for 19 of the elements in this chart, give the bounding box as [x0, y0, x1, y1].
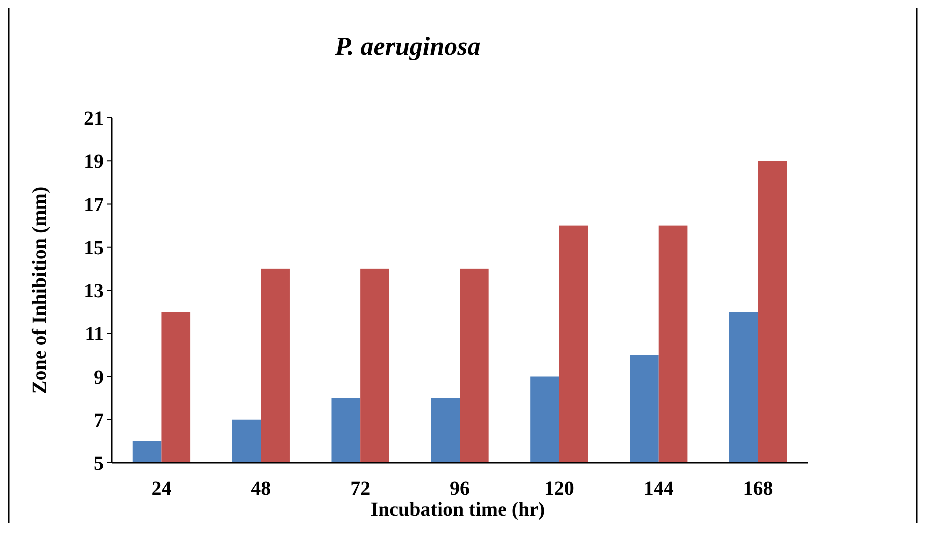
y-tick-label: 15 [84, 237, 104, 260]
y-tick-label: 9 [94, 366, 104, 389]
x-tick-label: 120 [544, 478, 574, 500]
y-tick-label: 17 [84, 194, 104, 216]
y-tick-label: 21 [84, 108, 104, 130]
chart-title: P. aeruginosa [334, 32, 481, 61]
y-axis-title: Zone of Inhibition (mm) [29, 186, 51, 394]
y-tick-label: 7 [94, 410, 104, 432]
x-tick-label: 96 [450, 478, 470, 500]
y-tick-label: 19 [84, 151, 104, 174]
y-tick-label: 13 [84, 280, 104, 302]
x-tick-label: 24 [152, 478, 172, 500]
y-tick-label: 11 [85, 324, 104, 346]
x-tick-label: 144 [644, 478, 674, 500]
x-tick-label: 48 [251, 478, 272, 500]
x-tick-label: 72 [350, 478, 371, 500]
x-tick-label: 168 [743, 478, 774, 500]
x-axis-title: Incubation time (hr) [370, 499, 546, 521]
y-tick-label: 5 [94, 453, 104, 475]
